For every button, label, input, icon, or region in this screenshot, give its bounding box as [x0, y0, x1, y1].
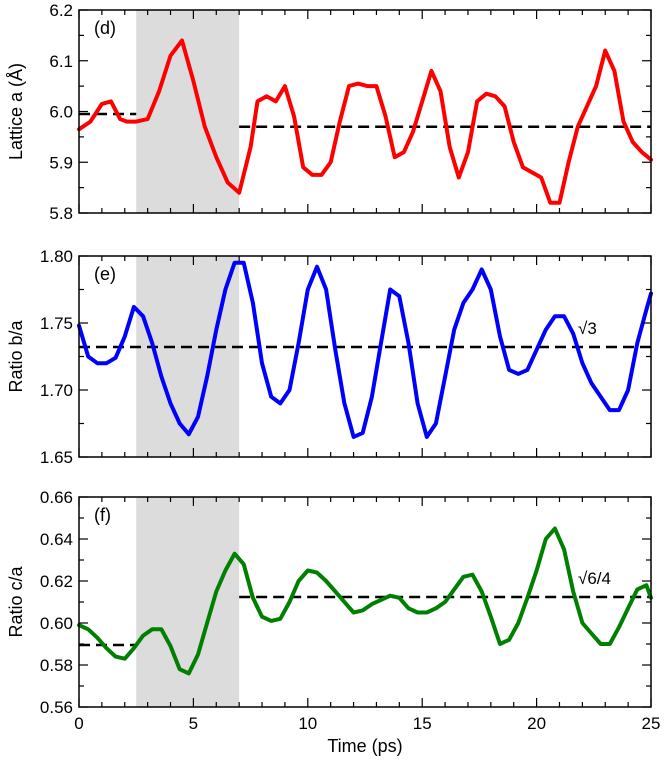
x-tick-label: 15: [413, 714, 432, 733]
x-tick-label: 25: [642, 714, 661, 733]
x-axis-title: Time (ps): [327, 736, 402, 756]
panel-e: 1.65 1.70 1.75 1.80 Ratio b/a (e) √3: [6, 247, 653, 467]
y-tick-label: 6.2: [49, 1, 73, 20]
series-line-0: [77, 526, 653, 676]
panel-label: (f): [94, 505, 111, 525]
x-tick-label: 0: [74, 714, 83, 733]
y-tick-label: 1.70: [40, 381, 73, 400]
x-tick-label: 5: [189, 714, 198, 733]
panel-f: 0 5 10 15 20 25 0.56 0.58 0.60 0.62 0.64 0.66 Ratio …: [6, 488, 660, 756]
y-tick-label: 0.62: [40, 572, 73, 591]
y-tick-label: 1.80: [40, 247, 73, 266]
y-tick-label: 0.66: [40, 488, 73, 507]
series-line-0: [77, 38, 653, 205]
y-tick-label: 0.58: [40, 656, 73, 675]
reference-annotation: √3: [578, 319, 597, 338]
y-tick-label: 6.0: [49, 103, 73, 122]
y-axis-title: Ratio b/a: [6, 319, 26, 392]
panel-d: 5.8 5.9 6.0 6.1 6.2 Lattice a (Å) (d): [6, 1, 653, 223]
panel-label: (e): [94, 264, 116, 284]
x-tick-label: 10: [298, 714, 317, 733]
reference-annotation: √6/4: [578, 569, 611, 588]
y-axis-title: Ratio c/a: [6, 566, 26, 638]
series-line-0: [77, 260, 653, 439]
shaded-region: [136, 256, 240, 457]
y-tick-label: 5.9: [49, 153, 73, 172]
y-tick-label: 0.64: [40, 530, 73, 549]
shaded-region: [136, 10, 240, 213]
shaded-region: [136, 497, 240, 707]
y-tick-label: 1.75: [40, 314, 73, 333]
y-tick-label: 1.65: [40, 448, 73, 467]
y-tick-label: 6.1: [49, 52, 73, 71]
y-tick-label: 0.56: [40, 698, 73, 717]
x-tick-label: 20: [527, 714, 546, 733]
y-axis-title: Lattice a (Å): [6, 63, 26, 160]
panel-label: (d): [94, 18, 116, 38]
y-tick-label: 5.8: [49, 204, 73, 223]
y-tick-label: 0.60: [40, 614, 73, 633]
